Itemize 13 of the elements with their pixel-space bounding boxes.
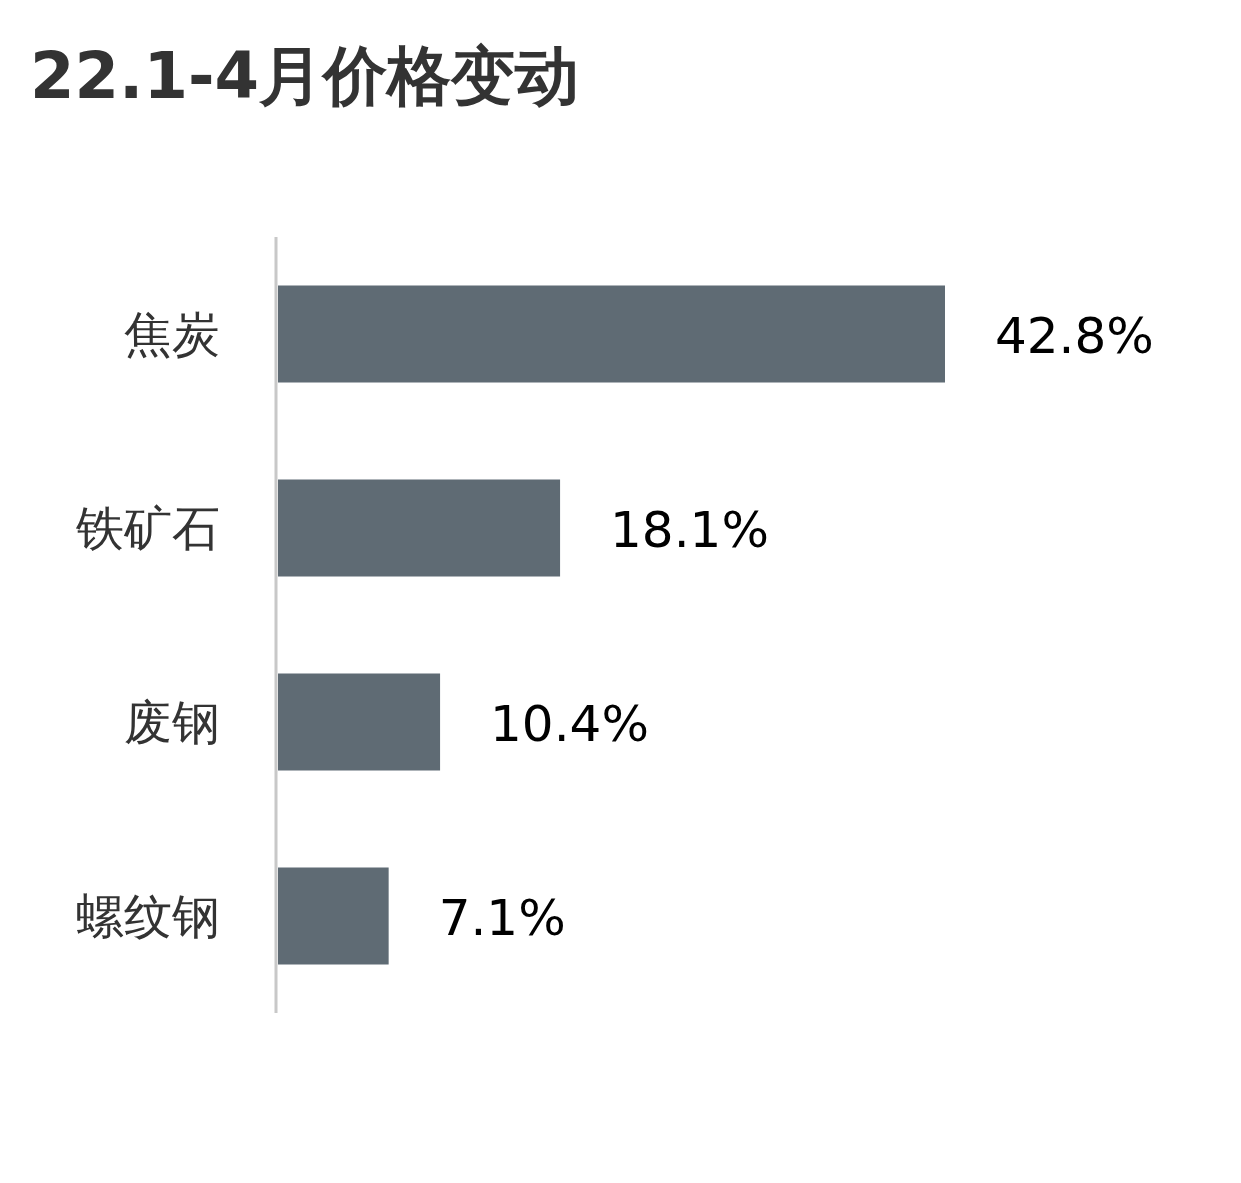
- data-label: 10.4%: [490, 695, 649, 753]
- y-tick-label: 废钢: [124, 694, 220, 750]
- y-tick-label: 螺纹钢: [76, 888, 220, 944]
- bar: [278, 479, 561, 577]
- y-tick-label: 铁矿石: [75, 500, 220, 556]
- data-label: 18.1%: [610, 501, 769, 559]
- bar: [278, 285, 945, 383]
- y-tick-label: 焦炭: [124, 306, 220, 362]
- bar: [278, 673, 441, 771]
- data-label: 42.8%: [995, 307, 1154, 365]
- data-label: 7.1%: [438, 889, 566, 947]
- chart-title: 22.1-4月价格变动: [30, 39, 579, 113]
- bar: [278, 867, 389, 965]
